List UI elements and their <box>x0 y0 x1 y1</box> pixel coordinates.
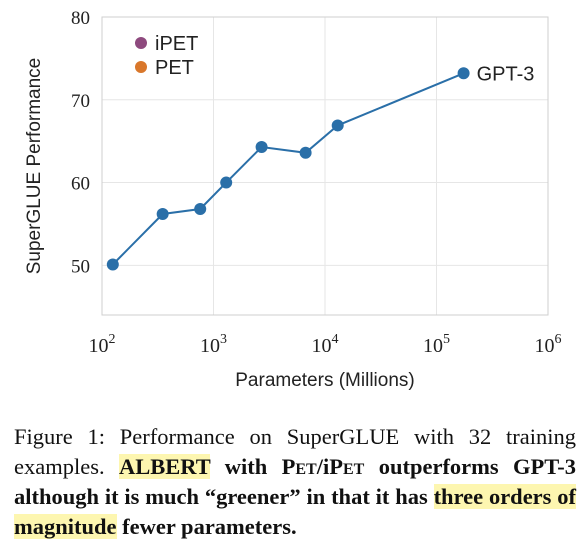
caption-with: with <box>210 454 282 479</box>
legend-marker <box>135 61 147 73</box>
y-tick-label: 50 <box>71 256 90 277</box>
y-tick-label: 80 <box>71 8 90 29</box>
y-tick-labels: 50 60 70 80 <box>71 8 90 277</box>
x-axis-label: Parameters (Millions) <box>235 370 414 391</box>
data-point <box>331 119 344 132</box>
caption-pet: Pet <box>281 454 317 479</box>
x-tick-label: 103 <box>200 332 227 357</box>
data-point <box>457 67 470 80</box>
caption-ipet: Pet <box>329 454 365 479</box>
legend-label: iPET <box>155 33 198 55</box>
y-tick-label: 70 <box>71 91 90 112</box>
legend-label: PET <box>155 57 194 79</box>
y-axis-label: SuperGLUE Performance <box>24 58 45 275</box>
data-point <box>194 203 207 216</box>
x-tick-label: 102 <box>89 332 116 357</box>
data-point <box>106 258 119 271</box>
legend-marker <box>135 37 147 49</box>
caption-fig-label: Figure 1: <box>14 424 106 449</box>
plot-area-frame <box>101 16 549 316</box>
caption-text-2: outperforms GPT-3 although it is much “g… <box>14 454 576 509</box>
x-tick-label: 105 <box>423 332 450 357</box>
data-point <box>156 208 169 221</box>
figure-caption: Figure 1: Performance on SuperGLUE with … <box>14 422 576 542</box>
x-tick-label: 104 <box>312 332 339 357</box>
series-line-gpt3 <box>112 72 464 266</box>
data-point <box>299 146 312 159</box>
data-point <box>255 140 268 153</box>
caption-slash-i: /i <box>316 454 330 479</box>
y-tick-label: 60 <box>71 174 90 195</box>
data-point <box>220 176 233 189</box>
series-label-gpt3: GPT-3 <box>477 63 535 85</box>
x-tick-label: 106 <box>535 332 562 357</box>
caption-text-1: Performance on SuperGLUE with 32 trainin… <box>14 424 576 479</box>
series-layer: GPT-3 <box>106 63 535 271</box>
x-tick-labels: 102 103 104 105 106 <box>89 332 562 357</box>
caption-highlight-albert: ALBERT <box>118 454 211 479</box>
caption-text-3: fewer parameters. <box>116 514 297 539</box>
